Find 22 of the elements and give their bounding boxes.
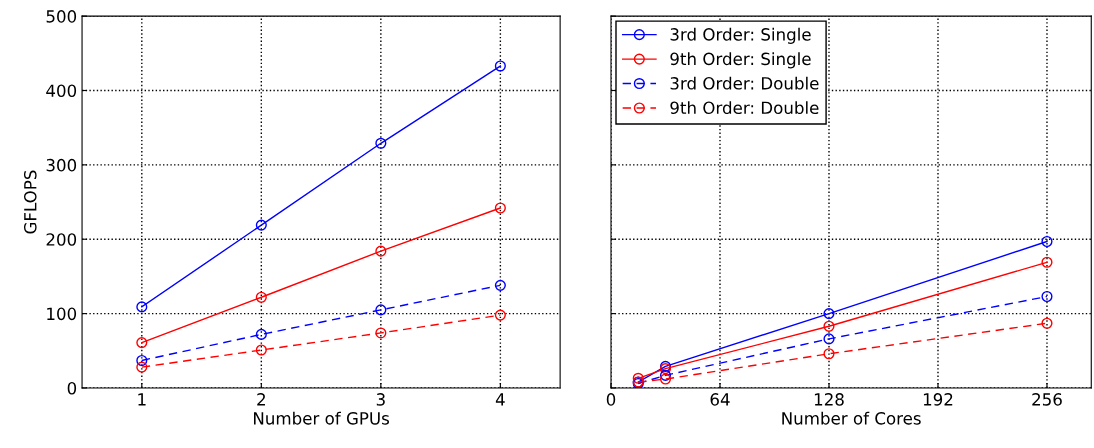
x-tick-label: 4: [495, 393, 505, 406]
y-tick-label: 300: [46, 158, 77, 172]
legend-label: 3rd Order: Double: [670, 76, 819, 90]
legend-label: 9th Order: Single: [670, 52, 811, 69]
x-axis-title: Number of Cores: [782, 411, 921, 425]
x-tick-label: 128: [814, 393, 844, 406]
x-tick-label: 256: [1032, 393, 1062, 406]
legend-label: 3rd Order: Single: [670, 27, 811, 44]
x-tick-label: 3: [376, 393, 385, 406]
x-axis-title: Number of GPUs: [254, 411, 390, 425]
y-tick-label: 200: [46, 233, 77, 246]
x-tick-label: 1: [138, 393, 146, 406]
y-tick-label: 100: [47, 307, 77, 321]
y-tick-label: 500: [46, 10, 77, 23]
legend-label: 9th Order: Double: [670, 101, 819, 115]
x-tick-label: 64: [710, 393, 730, 406]
x-tick-label: 192: [923, 393, 953, 406]
y-axis-title: GFLOPS: [23, 170, 37, 234]
x-tick-label: 2: [257, 393, 265, 406]
y-tick-label: 400: [46, 84, 77, 98]
y-tick-label: 0: [67, 381, 77, 395]
x-tick-label: 0: [606, 393, 616, 406]
